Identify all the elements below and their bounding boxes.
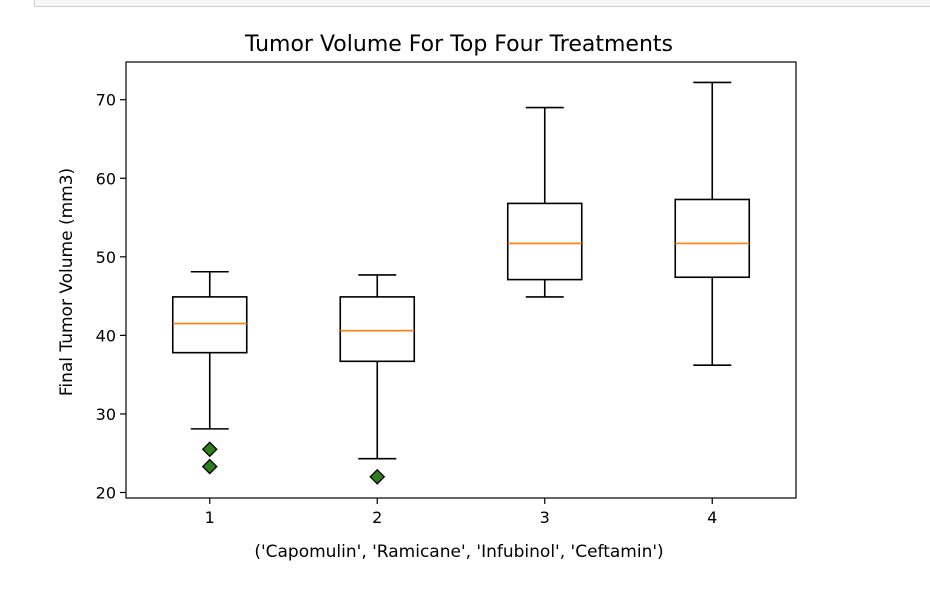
x-tick-label: 1 <box>205 508 215 527</box>
y-axis-label: Final Tumor Volume (mm3) <box>57 168 77 396</box>
iqr-box <box>339 296 416 363</box>
y-axis: 20 30 40 50 60 70 <box>96 91 126 503</box>
chart-title: Tumor Volume For Top Four Treatments <box>244 32 673 57</box>
iqr-box <box>506 202 583 281</box>
plot-frame <box>125 61 797 499</box>
x-tick-label: 3 <box>540 508 550 527</box>
box-group-3 <box>506 106 583 298</box>
y-tick-label: 60 <box>96 169 116 188</box>
y-tick-label: 30 <box>96 405 116 424</box>
box-group-4 <box>674 81 751 367</box>
x-axis: 1 2 3 4 <box>205 498 717 527</box>
outlier-point <box>201 441 218 458</box>
outlier-point <box>369 468 386 485</box>
y-tick-label: 40 <box>96 326 116 345</box>
y-tick-label: 20 <box>96 484 116 503</box>
y-tick-label: 50 <box>96 248 116 267</box>
notebook-cell-border <box>34 0 930 7</box>
iqr-box <box>674 198 751 279</box>
x-tick-label: 4 <box>707 508 717 527</box>
outlier-point <box>201 458 218 475</box>
iqr-box <box>171 296 248 354</box>
x-axis-label: ('Capomulin', 'Ramicane', 'Infubinol', '… <box>254 542 663 562</box>
y-tick-label: 70 <box>96 91 116 110</box>
plot-marks <box>171 81 751 485</box>
box-group-2 <box>339 274 416 485</box>
box-group-1 <box>171 270 248 475</box>
x-tick-label: 2 <box>372 508 382 527</box>
